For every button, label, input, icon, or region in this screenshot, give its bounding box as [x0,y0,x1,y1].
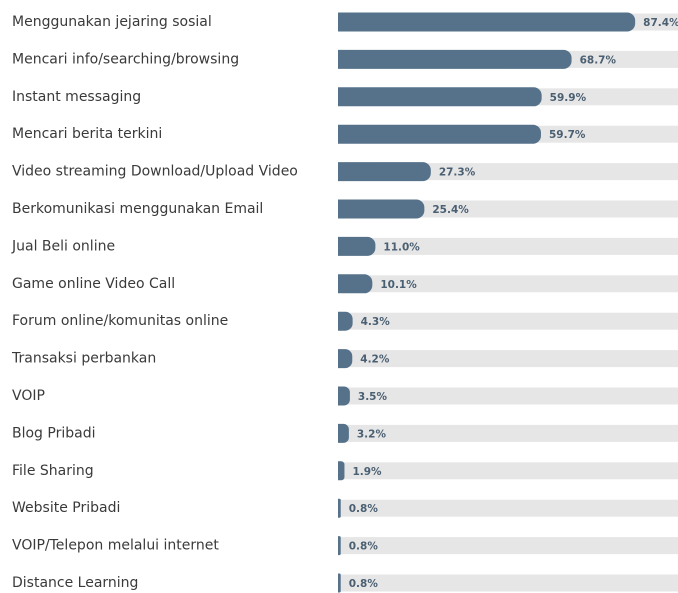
bar [338,311,353,331]
value-label: 0.8% [349,503,379,515]
bar [338,386,350,406]
category-label: Menggunakan jejaring sosial [12,14,212,30]
bar-track [338,312,678,330]
category-label: VOIP [12,388,45,404]
value-label: 68.7% [580,54,617,66]
bar [338,87,542,107]
bar [338,461,345,481]
bar-track [338,275,678,293]
value-label: 0.8% [349,541,379,553]
bar-track [338,387,678,405]
category-label: Website Pribadi [12,500,120,516]
category-label: Forum online/komunitas online [12,313,228,329]
category-label: Transaksi perbankan [11,351,156,367]
category-label: Blog Pribadi [12,425,95,441]
category-label: Instant messaging [12,89,141,105]
category-label: Mencari info/searching/browsing [12,51,239,67]
bar [338,423,349,443]
value-label: 10.1% [380,279,417,291]
value-label: 1.9% [352,466,382,478]
value-label: 4.3% [361,316,391,328]
value-label: 0.8% [349,578,379,590]
category-label: Video streaming Download/Upload Video [12,164,298,180]
bar-track [338,424,678,442]
value-label: 59.9% [550,92,587,104]
value-label: 4.2% [360,354,390,366]
value-label: 27.3% [439,167,476,179]
bar [338,274,373,294]
bar [338,12,636,32]
bar [338,199,425,219]
bar [338,49,572,69]
bar [338,124,541,144]
category-label: Berkomunikasi menggunakan Email [12,201,263,217]
bar-track [338,499,678,517]
bar-track [338,350,678,368]
category-label: File Sharing [12,463,94,479]
value-label: 11.0% [383,241,420,253]
value-label: 3.5% [358,391,388,403]
bar [338,536,341,556]
bar-track [338,537,678,555]
category-label: Game online Video Call [12,276,175,292]
category-label: Jual Beli online [11,238,115,254]
bar [338,349,353,369]
category-label: VOIP/Telepon melalui internet [12,538,219,554]
bar [338,162,431,182]
category-label: Distance Learning [12,575,138,591]
category-label: Mencari berita terkini [12,126,162,142]
bar-track [338,574,678,592]
bar [338,573,341,593]
value-label: 3.2% [357,428,387,440]
value-label: 59.7% [549,129,586,141]
bar [338,236,376,256]
value-label: 25.4% [432,204,469,216]
bar-track [338,237,678,255]
bar [338,498,341,518]
bar-track [338,462,678,480]
value-label: 87.4% [643,17,678,29]
